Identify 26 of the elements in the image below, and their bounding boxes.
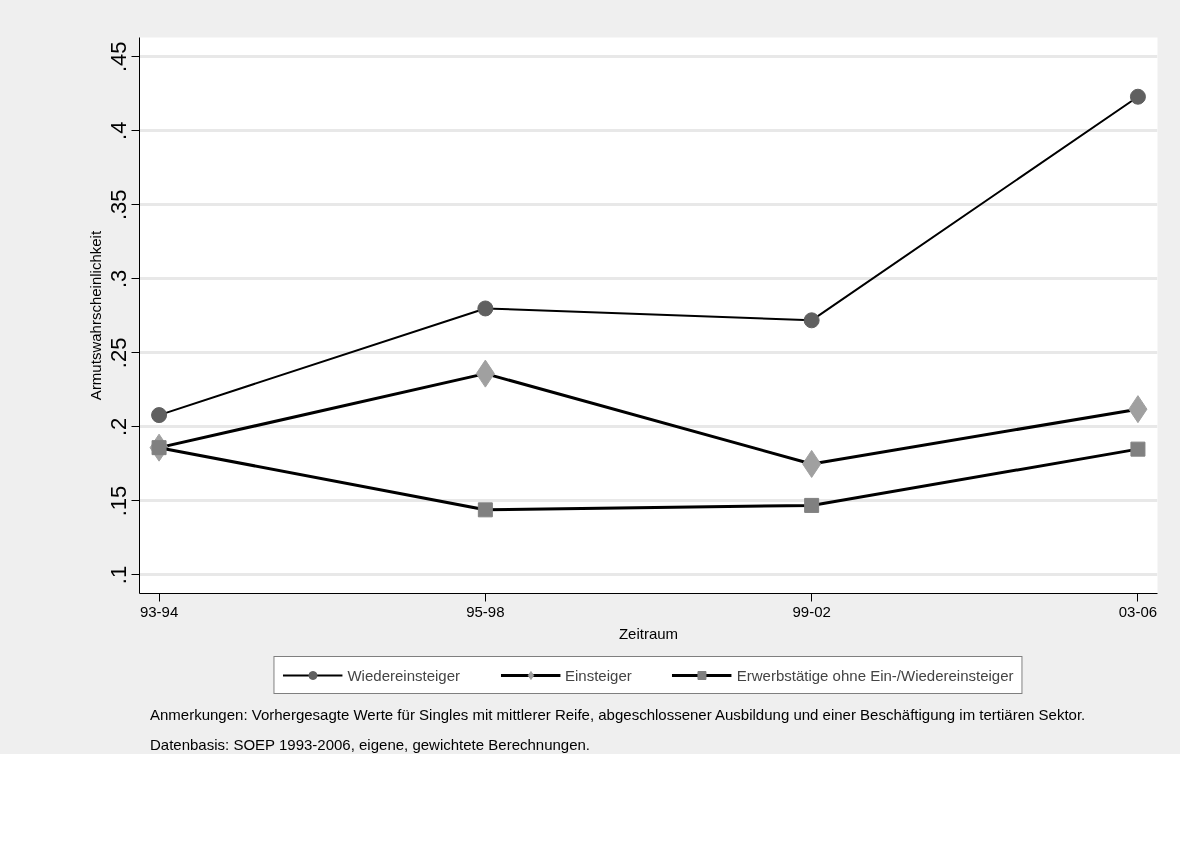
x-tick-label: 95-98 [466,602,505,620]
x-tick-label: 03-06 [1118,602,1158,620]
legend-label: Einsteiger [565,666,632,684]
y-tick-label: .2 [106,417,132,437]
point [804,497,820,513]
point [151,407,168,424]
point [1129,88,1146,105]
point [803,312,820,329]
x-tick-label: 99-02 [792,602,831,620]
x-axis-title: Zeitraum [618,624,679,642]
y-axis-title: Armutswahrscheinlichkeit [86,230,104,401]
point [477,502,493,518]
text: Anmerkungen: Vorhergesagte Werte für Singles mit mittlerer Reife, abgeschlossener Ausbildung und einer Beschäftigung im tertiären Sektor. [150,706,1086,724]
x-tick-label: 93-94 [139,602,179,620]
text: Datenbasis: SOEP 1993-2006, eigene, gewichtete Berechnungen. [150,736,591,754]
legend-label: Erwerbstätige ohne Ein-/Wiedereinsteiger [736,666,1014,684]
y-tick-label: .1 [106,565,132,585]
y-tick-label: .15 [106,485,132,517]
y-tick-label: .4 [106,121,132,140]
y-tick-label: .45 [106,41,132,73]
y-tick-label: .3 [106,269,132,289]
point [477,300,494,317]
point [1130,441,1146,457]
legend-label: Wiedereinsteiger [347,666,461,684]
y-tick-label: .35 [106,189,132,221]
y-tick-label: .25 [106,337,132,369]
